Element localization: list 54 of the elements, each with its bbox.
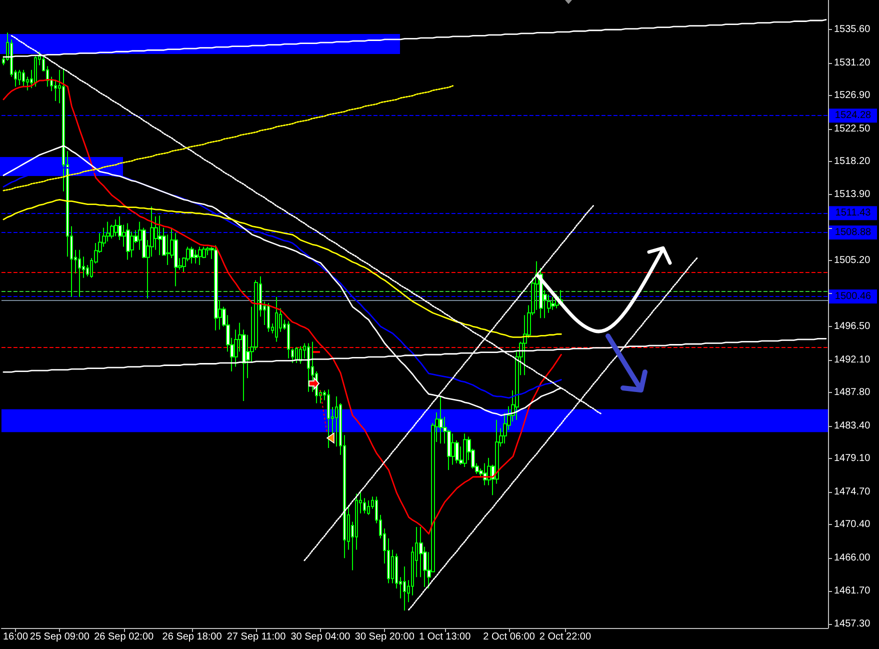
y-tick-label: 1518.20 (834, 156, 871, 168)
y-tick-label: 1492.10 (834, 354, 871, 366)
ref-line-label: 1500.46 (834, 290, 872, 302)
y-tick-label: 1535.60 (834, 24, 871, 36)
candlestick (206, 246, 210, 256)
candlestick (126, 222, 130, 260)
y-tick-label: 1483.40 (834, 420, 871, 432)
x-tick-label: 2 Oct 22:00 (539, 632, 592, 642)
x-tick-label: 25 Sep 09:00 (30, 632, 90, 642)
candlestick (78, 249, 81, 298)
candlestick (22, 69, 25, 88)
y-tick-label: 1470.40 (834, 519, 871, 530)
candlestick (267, 302, 270, 332)
y-tick-label: 1531.20 (834, 58, 871, 69)
candlestick (551, 296, 555, 310)
y-tick-label: 1474.70 (834, 486, 871, 498)
x-tick-label: 26 Sep 02:00 (94, 632, 154, 642)
y-tick-label: 1513.90 (834, 188, 871, 200)
candlestick (295, 346, 298, 364)
x-tick-label: 2 Oct 06:00 (483, 632, 536, 642)
candlestick (275, 296, 278, 342)
candlestick (463, 433, 467, 468)
ref-line-label: 1511.43 (835, 208, 872, 219)
candlestick (34, 56, 37, 88)
y-tick-label: 1505.20 (834, 254, 871, 266)
y-tick-label: 1457.30 (834, 618, 871, 630)
y-tick-label: 1461.70 (834, 585, 871, 596)
x-tick-label: 16:00 (2, 632, 28, 642)
candlestick (367, 500, 370, 516)
candlestick (403, 566, 406, 612)
line-series (2, 85, 454, 192)
candlestick (190, 246, 194, 264)
y-tick-label: 1479.10 (834, 453, 871, 464)
ref-line-label: 1524.28 (834, 110, 872, 122)
candlestick (114, 218, 118, 237)
y-tick-label: 1526.90 (834, 90, 871, 102)
x-tick-label: 1 Oct 13:00 (418, 632, 472, 642)
candlestick (18, 69, 21, 86)
line-series (2, 199, 562, 338)
ref-line-label: 1508.88 (834, 227, 872, 238)
candlestick (198, 246, 202, 266)
candlestick (214, 244, 218, 331)
x-tick-label: 26 Sep 18:00 (162, 632, 222, 642)
y-tick-label: 1466.00 (834, 552, 871, 564)
y-tick-label: 1487.80 (834, 387, 871, 398)
candlestick (327, 389, 330, 449)
x-tick-label: 30 Sep 20:00 (354, 632, 415, 642)
y-tick-label: 1496.50 (834, 321, 871, 332)
y-tick-label: 1522.50 (834, 124, 871, 135)
x-tick-label: 27 Sep 11:00 (226, 632, 286, 642)
x-tick-label: 30 Sep 04:00 (290, 632, 351, 642)
candlestick (194, 249, 198, 264)
candlestick (158, 215, 162, 256)
candlestick (174, 232, 178, 287)
